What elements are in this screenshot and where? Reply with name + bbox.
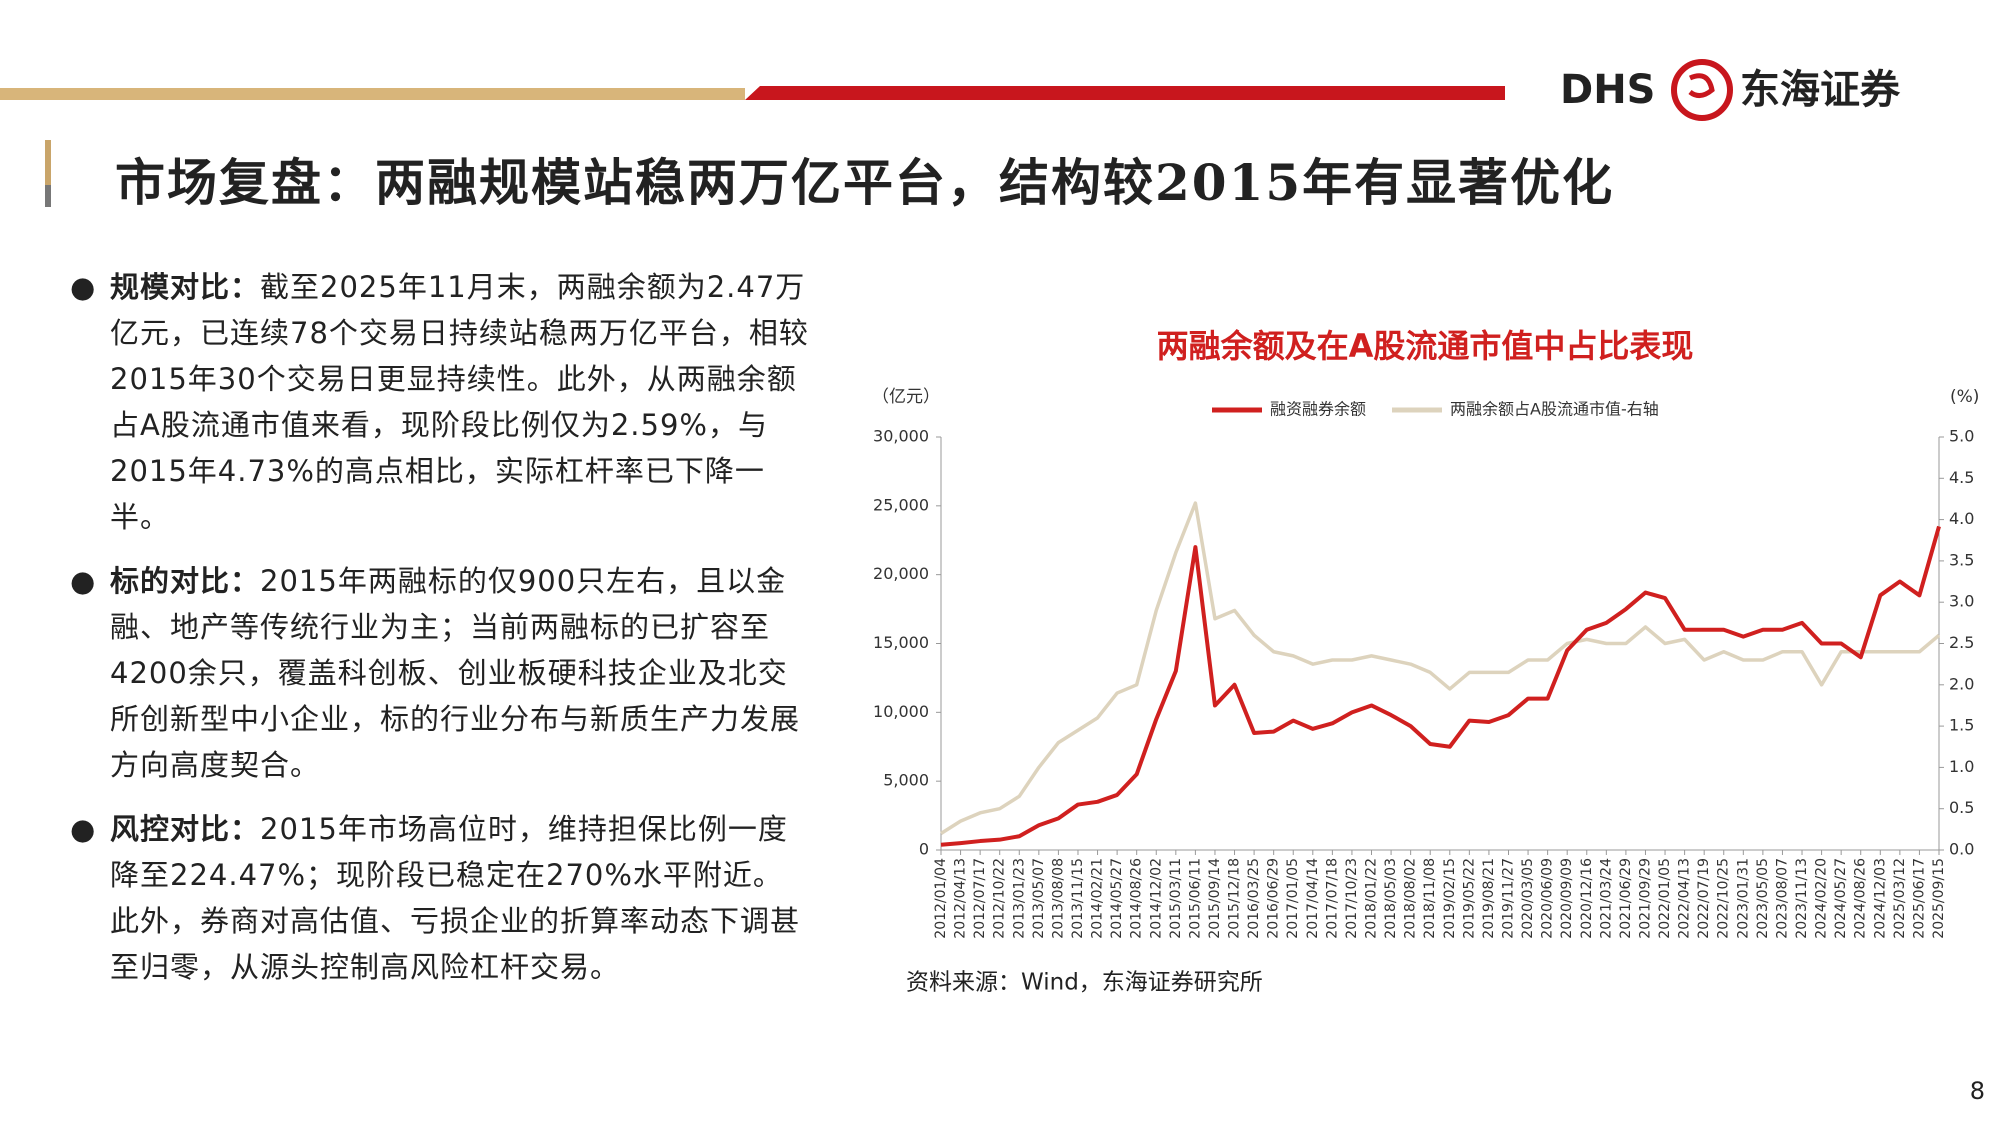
title-marker-gray <box>45 185 51 207</box>
page-number: 8 <box>1970 1077 1985 1105</box>
bullet: ● 风控对比：2015年市场高位时，维持担保比例一度降至224.47%；现阶段已稳… <box>70 806 810 990</box>
title-marker <box>45 140 51 185</box>
bullet-label: 标的对比： <box>110 564 261 598</box>
brand: DHS <box>1560 67 1656 113</box>
bullet-dot: ● <box>70 812 97 846</box>
bullet: ● 标的对比：2015年两融标的仅900只左右，且以金融、地产等传统行业为主；当前… <box>70 558 810 788</box>
logo-icon-inner <box>1688 73 1715 98</box>
gold-bar <box>0 88 745 100</box>
bullet: ● 规模对比：截至2025年11月末，两融余额为2.47万亿元，已连续78个交易日… <box>70 264 810 540</box>
bullet-text: 2015年市场高位时，维持担保比例一度降至224.47%；现阶段已稳定在270%… <box>110 812 801 984</box>
bullet-dot: ● <box>70 270 97 304</box>
bullet-label: 规模对比： <box>110 270 261 304</box>
company: 东海证券 <box>1740 67 1901 113</box>
slide-title: 市场复盘：两融规模站稳两万亿平台，结构较2015年有显著优化 <box>115 153 1615 212</box>
red-bar <box>745 86 1505 100</box>
bullet-label: 风控对比： <box>110 812 261 846</box>
logo-icon <box>1671 59 1733 121</box>
bullet-text: 截至2025年11月末，两融余额为2.47万亿元，已连续78个交易日持续站稳两万… <box>110 270 809 534</box>
bullet-dot: ● <box>70 564 97 598</box>
bullet-text: 2015年两融标的仅900只左右，且以金融、地产等传统行业为主；当前两融标的已扩… <box>110 564 801 782</box>
